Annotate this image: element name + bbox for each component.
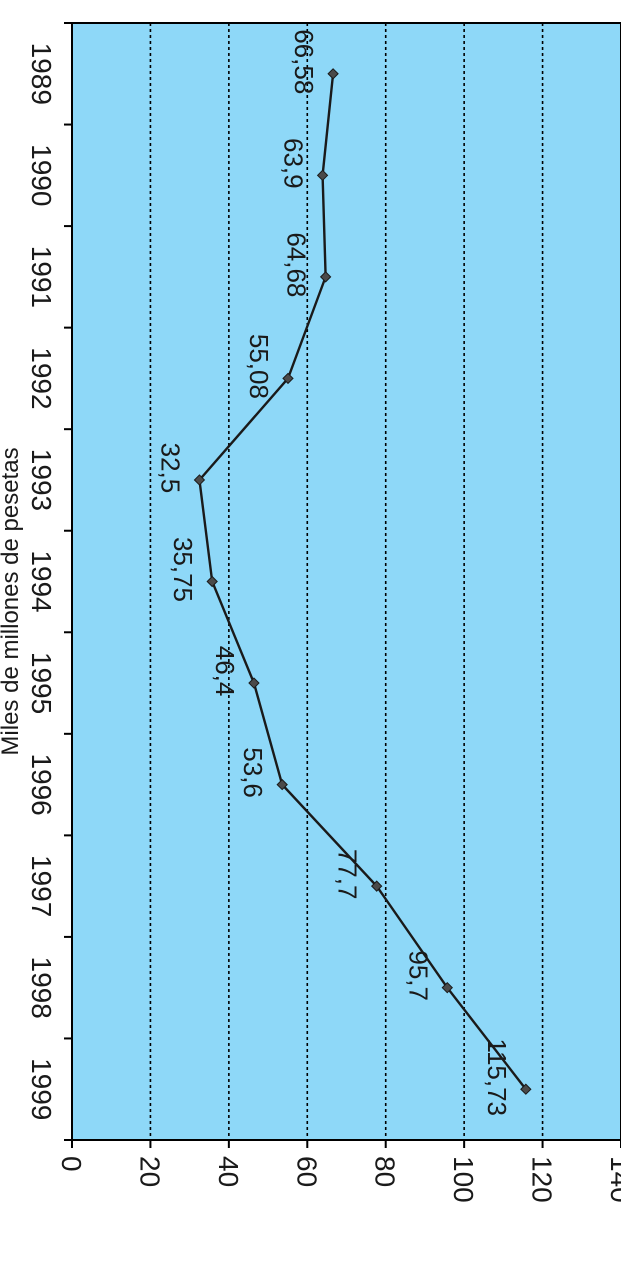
data-point (248, 677, 260, 689)
data-label: 77,7 (333, 849, 363, 900)
data-label: 46,4 (210, 646, 240, 697)
x-tick-label: 1993 (26, 449, 57, 511)
data-point (206, 575, 218, 588)
x-tick-label: 1995 (26, 652, 57, 714)
x-tick-label: 1994 (26, 550, 57, 612)
data-label: 63,9 (279, 138, 309, 189)
x-tick-label: 1992 (26, 347, 57, 409)
data-label: 115,73 (482, 1038, 512, 1116)
data-point (193, 474, 206, 486)
x-tick-label: 1991 (26, 246, 57, 308)
y-tick-label: 120 (527, 1156, 558, 1203)
x-tick-label: 1997 (26, 855, 57, 917)
y-axis-title: Miles de millones de pesetas (0, 447, 24, 755)
data-point (520, 1083, 532, 1095)
data-point (327, 68, 339, 80)
data-label: 95,7 (403, 950, 433, 1001)
y-tick-label: 20 (134, 1156, 165, 1187)
y-tick-label: 40 (213, 1156, 244, 1187)
data-point (316, 169, 329, 182)
data-markers (193, 68, 532, 1095)
plot-area (72, 23, 621, 1140)
data-point (282, 372, 294, 385)
x-tick-labels: 1989 1990 1991 1992 1993 1994 1995 1996 1997 1998… (26, 43, 57, 1121)
data-labels: 66,58 63,9 64,68 55,08 32,5 35,75 46,4 53,6 77,7… (155, 29, 511, 1116)
x-tick-label: 1996 (26, 753, 57, 815)
rotated-chart-group: 0 20 40 60 80 100 120 140 198919901991199219931… (0, 22, 621, 1203)
axes (64, 22, 621, 1148)
data-point (370, 880, 383, 892)
data-label: 35,75 (168, 537, 198, 602)
x-tick-label: 1998 (26, 957, 57, 1019)
data-label: 66,58 (289, 29, 319, 94)
y-tick-label: 0 (56, 1156, 87, 1172)
data-point (441, 981, 453, 994)
y-tick-label: 60 (291, 1156, 322, 1187)
y-tick-label: 80 (370, 1156, 401, 1187)
y-tick-label: 140 (605, 1156, 621, 1203)
x-tick-label: 1999 (26, 1058, 57, 1120)
x-tick-label: 1990 (26, 144, 57, 206)
y-tick-label: 100 (448, 1156, 479, 1203)
data-label: 32,5 (155, 443, 185, 494)
gridlines (149, 23, 544, 1140)
data-point (319, 271, 332, 283)
x-tick-label: 1989 (26, 43, 57, 105)
data-label: 53,6 (238, 747, 268, 798)
data-label: 55,08 (244, 334, 274, 399)
plot-frame (71, 22, 621, 1141)
data-point (276, 778, 288, 791)
y-tick-labels: 0 20 40 60 80 100 120 140 (56, 1156, 621, 1203)
data-label: 64,68 (282, 232, 312, 297)
